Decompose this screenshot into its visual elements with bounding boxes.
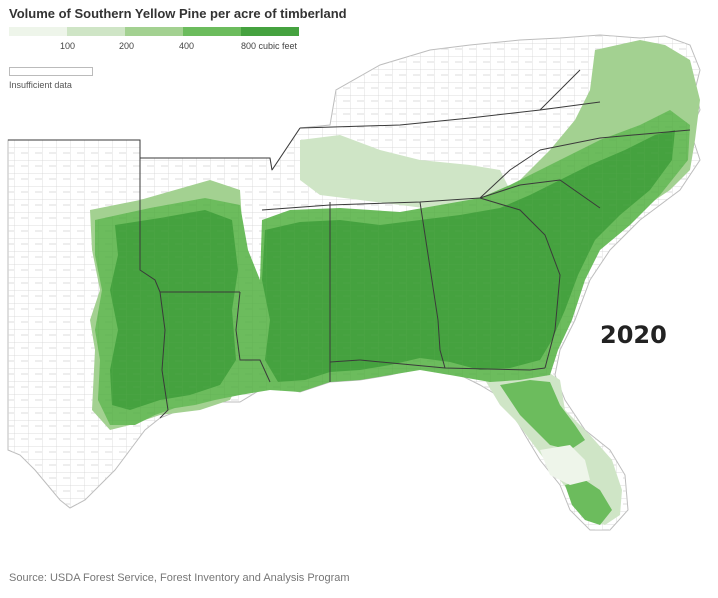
- map-title: Volume of Southern Yellow Pine per acre …: [9, 6, 347, 21]
- border-ar-mo: [271, 127, 301, 171]
- year-label: 2020: [600, 321, 667, 349]
- border-va-nc: [539, 129, 691, 151]
- pine-volume-regions: [90, 40, 700, 525]
- border-la-ms: [235, 291, 271, 383]
- legend-tick-200: 200: [119, 41, 135, 51]
- legend-tick-400: 400: [179, 41, 195, 51]
- legend-tick-100: 100: [60, 41, 76, 51]
- border-ok-tx: [8, 139, 141, 158]
- legend-swatch-0: [9, 27, 67, 36]
- border-ms-tn: [261, 197, 481, 211]
- insufficient-data-swatch: [9, 67, 93, 76]
- light-region-north: [300, 135, 510, 210]
- border-tn-nc: [479, 149, 541, 199]
- border-fl-al-pan: [329, 359, 361, 363]
- green-county-grid: [95, 110, 690, 425]
- medium-region-florida-south: [565, 480, 612, 525]
- state-borders: [8, 69, 691, 419]
- legend-swatch-3: [183, 27, 241, 36]
- insufficient-data-label: Insufficient data: [9, 80, 72, 90]
- border-ok-ar-tx: [139, 158, 161, 293]
- border-la-tx: [159, 291, 169, 419]
- legend-ticks: 100 200 400 800 cubic feet: [9, 41, 309, 55]
- legend-tick-800: 800 cubic feet: [241, 41, 298, 51]
- legend-swatch-1: [67, 27, 125, 36]
- source-note: Source: USDA Forest Service, Forest Inve…: [9, 572, 350, 584]
- southeast-us-map: [7, 34, 701, 531]
- legend-color-bar: [9, 27, 299, 36]
- border-nc-sc: [479, 179, 601, 209]
- light-patch-florida-center: [540, 445, 590, 485]
- border-ar-top: [140, 157, 273, 171]
- medium-region-florida-north: [500, 380, 585, 450]
- legend-swatch-2: [125, 27, 183, 36]
- border-ga-fl: [359, 359, 546, 371]
- border-ga-sc: [479, 197, 561, 369]
- legend: 100 200 400 800 cubic feet Insufficient …: [9, 27, 309, 97]
- border-ky-tn: [299, 101, 601, 129]
- border-ky-va: [539, 69, 581, 111]
- legend-swatch-4: [241, 27, 299, 36]
- border-al-ga: [419, 201, 446, 369]
